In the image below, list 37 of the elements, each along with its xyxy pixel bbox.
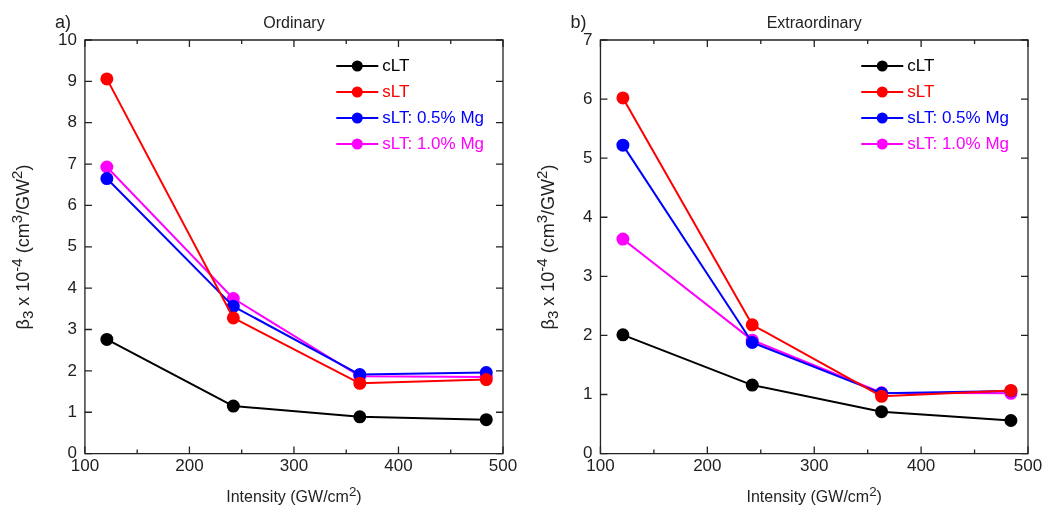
y-tick-label: 5 [582,147,593,167]
y-tick-label: 2 [67,360,77,380]
x-tick-label: 200 [693,456,722,476]
text: b) [570,12,587,32]
x-axis-title: Intensity (GW/cm$^{2}$) [226,483,362,506]
y-tick-label: 1 [67,401,77,421]
y-tick-label: 4 [67,277,77,297]
legend-label: sLT: 0.5% Mg [382,107,485,127]
y-tick-label: 2 [582,325,593,345]
x-axis-title: Intensity (GW/cm$^{2}$) [746,483,882,506]
chart-title: Extraordinary [766,14,862,32]
legend-label: sLT: 0.5% Mg [907,107,1010,127]
y-tick-label: 3 [67,319,77,339]
text: a) [54,12,71,32]
y-tick-label: 6 [67,195,77,215]
x-tick-label: 400 [384,456,413,476]
y-tick-label: 8 [67,112,77,132]
y-tick-label: 7 [67,153,77,173]
y-tick-label: 1 [582,384,593,404]
y-tick-label: 3 [582,266,593,286]
y-tick-label: 9 [67,71,77,91]
y-tick-label: 6 [582,88,593,108]
x-tick-label: 400 [906,456,936,476]
legend-label: cLT [907,55,935,75]
y-tick-label: 5 [67,236,77,256]
legend-label: sLT: 1.0% Mg [382,133,485,153]
legend-label: cLT [382,55,410,75]
x-tick-label: 500 [1013,456,1043,476]
x-tick-label: 500 [488,456,518,476]
x-tick-label: 300 [279,456,309,476]
legend-label: sLT: 1.0% Mg [907,133,1010,153]
legend-label: sLT [382,81,410,101]
x-tick-label: 300 [800,456,829,476]
legend-label: sLT [907,81,935,101]
y-tick-label: 4 [582,206,593,226]
chart-title: Ordinary [263,14,325,32]
x-tick-label: 200 [175,456,204,476]
